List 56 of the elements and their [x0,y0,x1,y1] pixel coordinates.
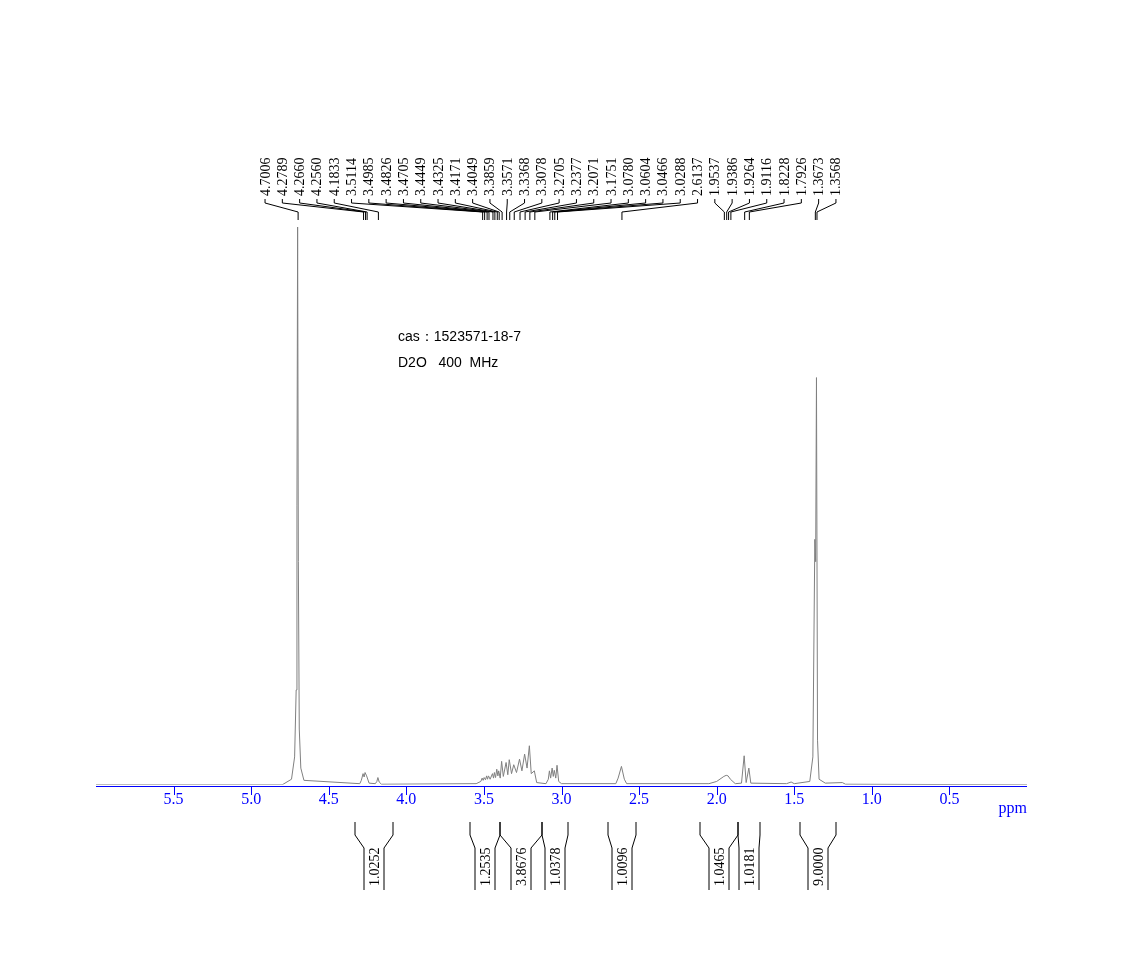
annotation: 3.3078 [534,157,550,196]
annotation: 3.1751 [603,157,619,196]
annotation: 1.3673 [811,157,827,196]
annotation: 4.1833 [326,157,342,196]
annotation: 3.4449 [413,157,429,196]
annotation: 3.2071 [586,157,602,196]
annotation: 4.2660 [292,157,308,196]
text: 9.0000 [811,847,826,886]
annotation: 3.4826 [378,157,394,196]
annotation: 3.0780 [620,157,636,196]
annotation: 3.2705 [551,157,567,196]
annotation: 3.4325 [430,157,446,196]
text: 1.0378 [548,847,563,886]
annotation: 4.2789 [274,157,290,196]
x-tick-label: 1.0 [861,789,882,807]
annotation: 3.3571 [499,157,515,196]
text: 1.0181 [742,847,757,886]
x-tick-label: 1.5 [784,789,805,807]
text: 3.8676 [514,847,529,886]
annotation: 3.0288 [672,157,688,196]
annotation: 1.8228 [776,157,792,196]
annotation: D2O 400 MHz [398,353,499,370]
annotation: 3.0466 [655,157,671,196]
annotation: 1.9264 [741,157,757,196]
x-tick-label: 2.5 [629,789,650,807]
x-axis-title: ppm [998,799,1028,818]
annotation: 1.9537 [707,157,723,196]
annotation: 3.2377 [568,157,584,196]
annotation: 1.7926 [793,157,809,196]
x-tick-label: 0.5 [939,789,960,807]
annotation: 1.3568 [828,157,844,196]
text: 1.0096 [615,847,630,886]
annotation: 3.0604 [638,157,654,196]
text: 1.0465 [712,847,727,886]
annotation: 3.5114 [344,158,360,196]
x-tick-label: 5.0 [241,789,262,807]
annotation: 2.6137 [690,157,706,196]
x-tick-label: 4.0 [396,789,417,807]
annotation: 4.7006 [257,157,273,196]
text: 1.0252 [367,847,382,886]
annotation: 3.3368 [517,157,533,196]
annotation: 3.4705 [395,157,411,196]
x-tick-label: 5.5 [163,789,184,807]
annotation: 4.2560 [309,157,325,196]
x-tick-label: 3.0 [551,789,572,807]
annotation: 3.4171 [447,157,463,196]
x-tick-label: 2.0 [706,789,727,807]
annotation: 3.4049 [465,157,481,196]
annotation: 3.4985 [361,157,377,196]
annotation: 1.9386 [724,157,740,196]
text: 1.2535 [478,847,493,886]
annotation: cas：1523571-18-7 [398,327,522,344]
x-tick-label: 3.5 [473,789,494,807]
annotation: 3.3859 [482,157,498,196]
x-tick-label: 4.5 [318,789,339,807]
annotation: 1.9116 [759,158,775,196]
